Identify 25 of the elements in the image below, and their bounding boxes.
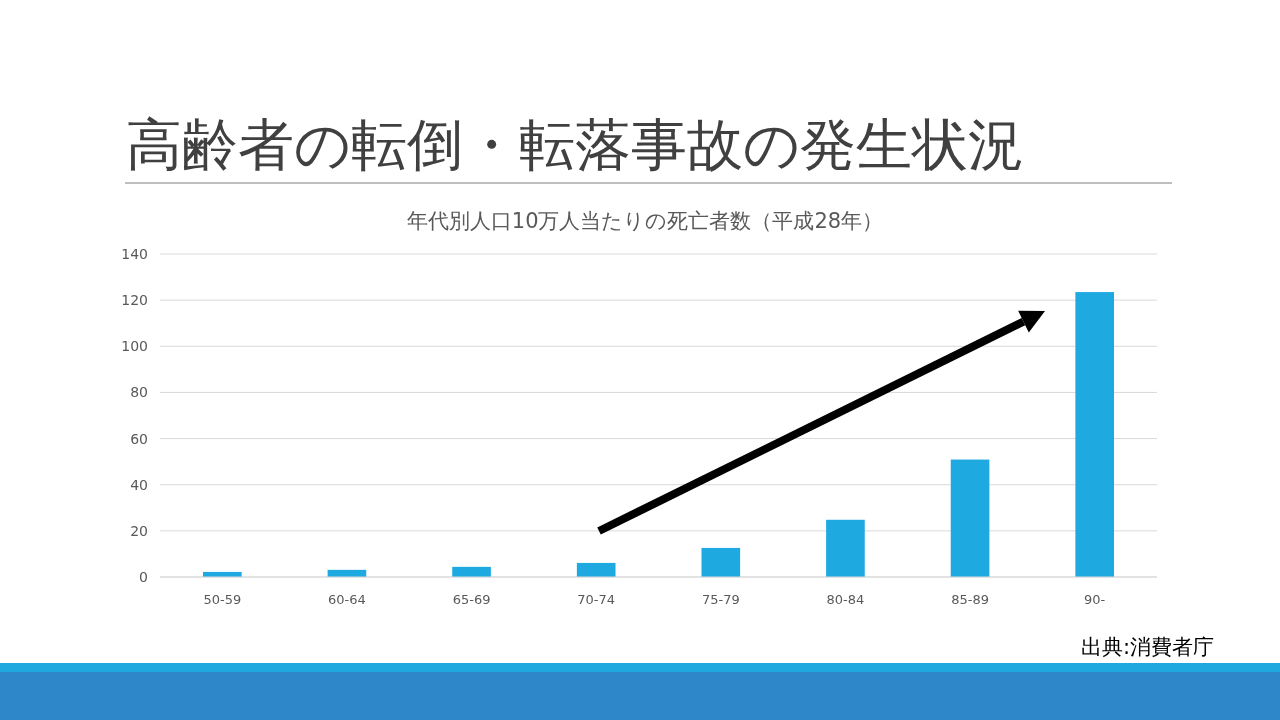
chart-subtitle: 年代別人口10万人当たりの死亡者数（平成28年） [406,209,884,233]
y-tick-label: 100 [121,338,148,355]
y-tick-label: 0 [139,569,148,585]
x-tick-label: 50-59 [203,592,242,607]
x-tick-label: 75-79 [701,592,740,607]
x-tick-label: 90- [1084,592,1106,607]
bar [1075,292,1114,577]
y-tick-label: 80 [130,384,148,401]
y-tick-label: 20 [130,522,148,539]
y-tick-label: 120 [121,292,148,309]
bar [826,519,865,577]
x-tick-label: 70-74 [577,592,616,607]
y-tick-label: 140 [121,246,148,262]
bar [950,459,990,577]
bar [452,566,491,577]
bar [701,547,741,577]
x-tick-label: 80-84 [826,592,865,607]
y-tick-label: 40 [130,476,148,493]
chart-title: 高齢者の転倒・転落事故の発生状況 [126,112,1024,177]
x-tick-label: 85-89 [951,592,989,607]
y-tick-label: 60 [130,430,148,447]
source-note: 出典:消費者庁 [1080,635,1214,659]
x-tick-label: 60-64 [328,592,366,607]
bar [576,562,616,577]
x-tick-label: 65-69 [452,592,491,607]
